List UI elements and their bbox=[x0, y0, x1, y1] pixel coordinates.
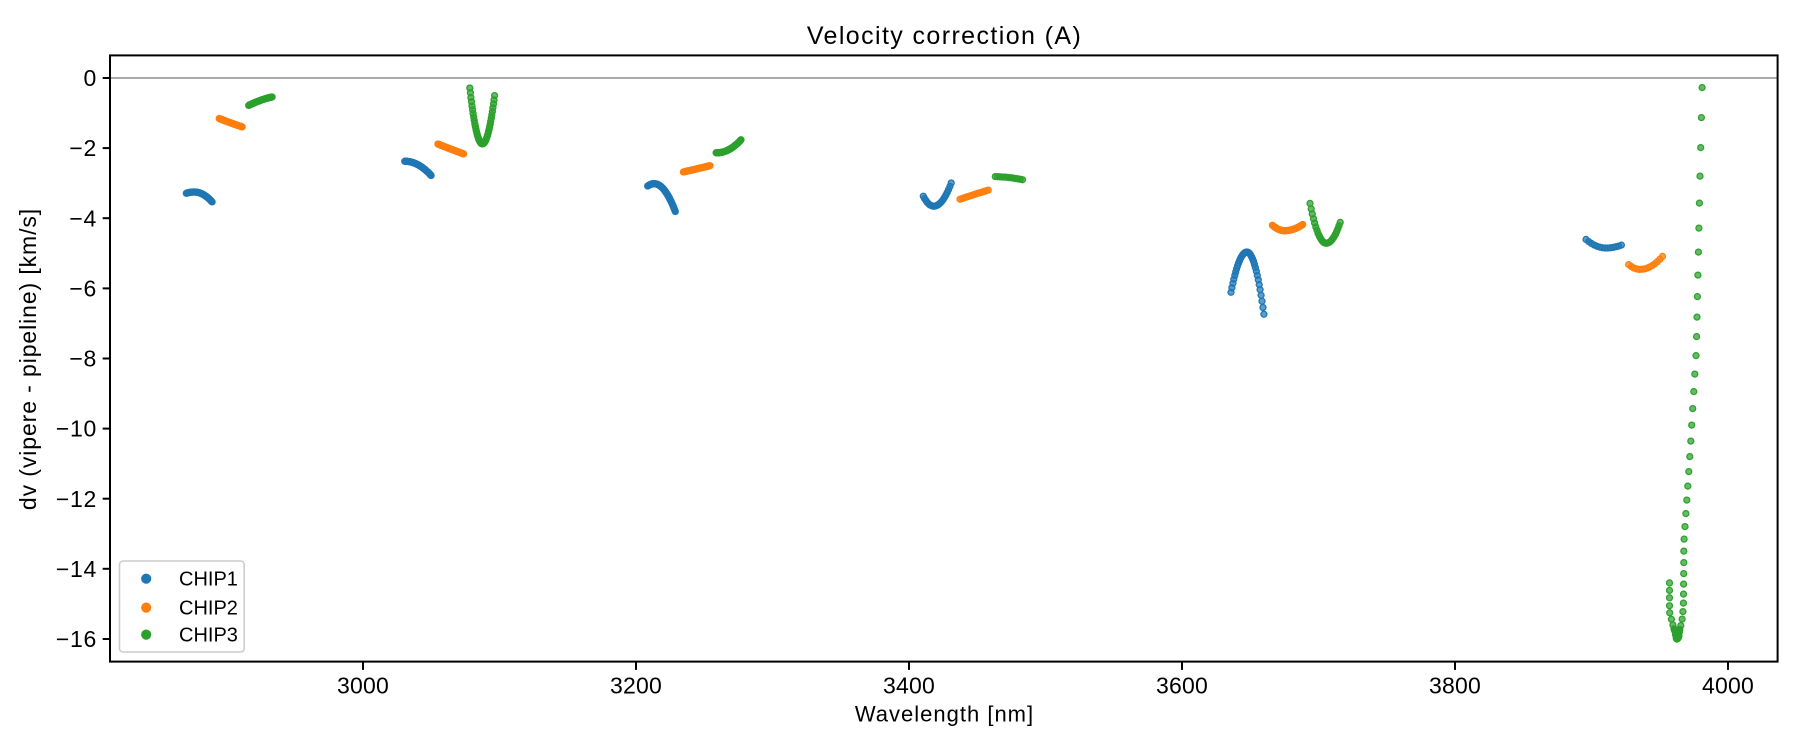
svg-text:CHIP2: CHIP2 bbox=[179, 598, 238, 620]
svg-text:3800: 3800 bbox=[1429, 673, 1481, 699]
svg-text:Velocity correction (A): Velocity correction (A) bbox=[807, 22, 1082, 50]
svg-text:−4: −4 bbox=[69, 205, 97, 231]
svg-text:−12: −12 bbox=[56, 486, 97, 512]
svg-text:CHIP3: CHIP3 bbox=[179, 625, 238, 647]
svg-text:−10: −10 bbox=[56, 416, 97, 442]
svg-text:dv (vipere - pipeline) [km/s]: dv (vipere - pipeline) [km/s] bbox=[15, 208, 41, 510]
svg-text:−14: −14 bbox=[56, 556, 97, 582]
svg-text:3400: 3400 bbox=[883, 673, 935, 699]
svg-text:−2: −2 bbox=[69, 135, 97, 161]
svg-text:3000: 3000 bbox=[337, 673, 389, 699]
svg-text:CHIP1: CHIP1 bbox=[179, 569, 238, 591]
svg-text:3600: 3600 bbox=[1156, 673, 1208, 699]
svg-text:0: 0 bbox=[84, 65, 98, 91]
svg-text:−6: −6 bbox=[69, 276, 97, 302]
svg-text:−16: −16 bbox=[56, 626, 97, 652]
svg-text:4000: 4000 bbox=[1702, 673, 1754, 699]
svg-text:−8: −8 bbox=[69, 346, 97, 372]
svg-text:Wavelength [nm]: Wavelength [nm] bbox=[855, 701, 1034, 726]
svg-text:3200: 3200 bbox=[610, 673, 662, 699]
